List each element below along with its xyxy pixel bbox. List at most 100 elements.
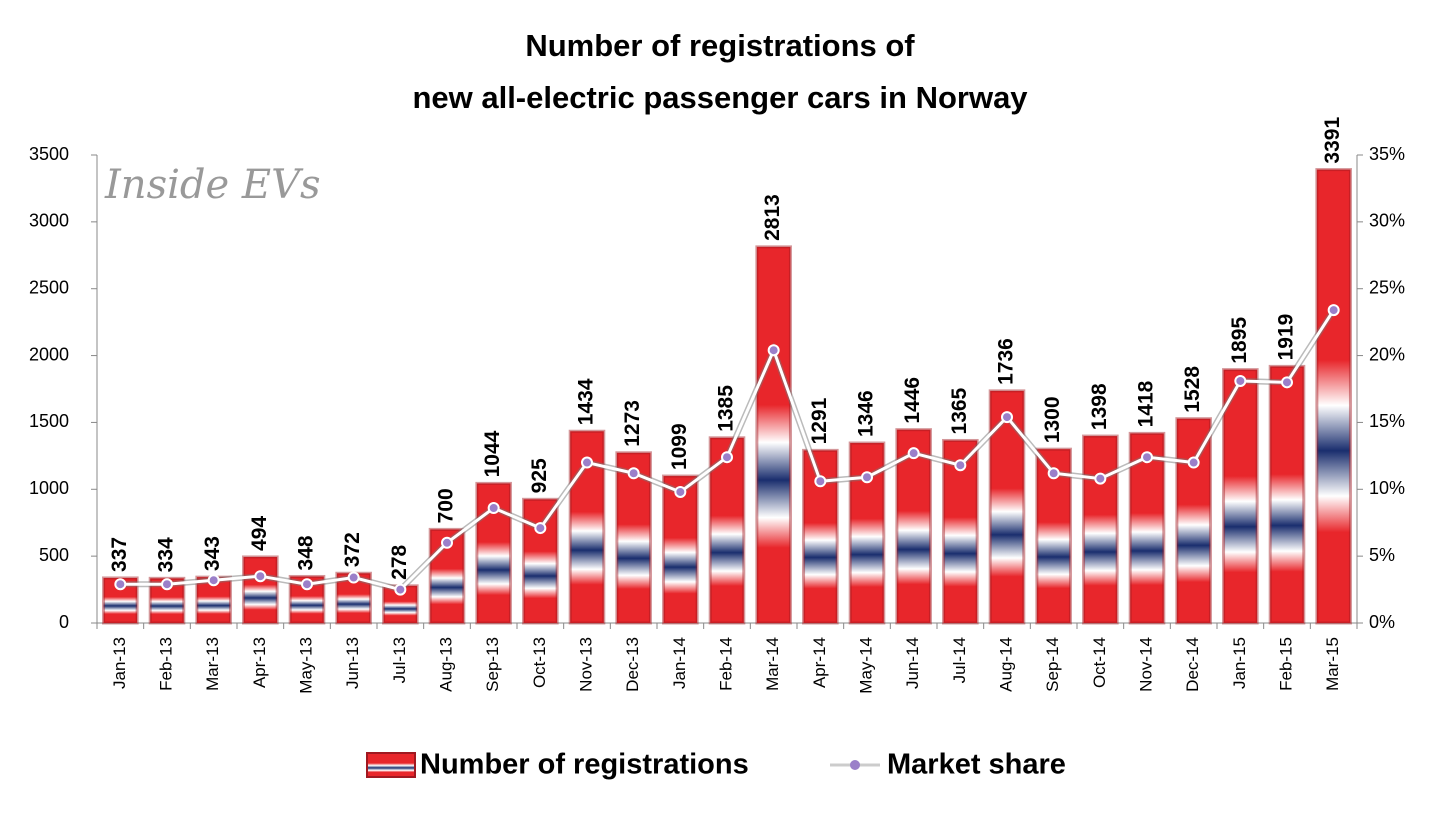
x-tick-label: May-14 bbox=[856, 637, 875, 694]
marker bbox=[814, 475, 827, 488]
bar bbox=[615, 451, 652, 625]
marker bbox=[1094, 472, 1107, 485]
x-tick-label: Apr-13 bbox=[250, 637, 269, 688]
x-tick-label: Jan-15 bbox=[1230, 637, 1249, 689]
value-label: 1446 bbox=[901, 377, 924, 424]
bar bbox=[662, 474, 699, 625]
x-tick-label: Aug-14 bbox=[996, 637, 1015, 692]
value-label: 348 bbox=[295, 535, 318, 570]
bar bbox=[755, 245, 792, 625]
marker bbox=[347, 571, 360, 584]
marker bbox=[301, 578, 313, 591]
bar bbox=[1175, 417, 1212, 625]
bar bbox=[1268, 364, 1306, 625]
value-label: 1346 bbox=[855, 390, 878, 437]
x-tick-label: Jul-13 bbox=[390, 637, 409, 683]
value-label: 1528 bbox=[1181, 366, 1204, 413]
value-label: 1418 bbox=[1135, 380, 1158, 427]
value-label: 3391 bbox=[1321, 117, 1344, 164]
x-tick-label: Nov-14 bbox=[1136, 637, 1155, 692]
legend-label: Number of registrations bbox=[420, 749, 749, 781]
y-tick-label: 3000 bbox=[29, 211, 69, 231]
marker bbox=[254, 570, 267, 583]
x-tick-label: Feb-14 bbox=[716, 637, 735, 691]
x-tick-label: Jun-13 bbox=[343, 637, 362, 689]
value-label: 494 bbox=[248, 516, 271, 551]
value-label: 334 bbox=[155, 537, 178, 572]
x-tick-label: Apr-14 bbox=[810, 637, 829, 688]
marker bbox=[1001, 411, 1013, 424]
chart-title: new all-electric passenger cars in Norwa… bbox=[412, 80, 1028, 115]
marker bbox=[1187, 456, 1200, 469]
y2-tick-label: 5% bbox=[1369, 545, 1395, 565]
bar bbox=[522, 497, 559, 625]
marker bbox=[534, 522, 547, 535]
y2-tick-label: 0% bbox=[1369, 612, 1395, 632]
x-tick-label: Jan-14 bbox=[670, 637, 689, 689]
y2-tick-label: 10% bbox=[1369, 478, 1405, 498]
marker bbox=[861, 471, 873, 484]
x-tick-label: Feb-15 bbox=[1276, 637, 1295, 691]
x-tick-label: Oct-14 bbox=[1090, 637, 1109, 688]
watermark: Inside EVs bbox=[104, 162, 321, 208]
marker bbox=[954, 459, 967, 472]
value-label: 1736 bbox=[995, 338, 1018, 385]
chart-title: Number of registrations of bbox=[525, 28, 915, 63]
x-tick-label: May-13 bbox=[296, 637, 315, 694]
marker bbox=[1141, 451, 1153, 464]
x-tick-label: Jun-14 bbox=[903, 637, 922, 689]
marker bbox=[1047, 467, 1060, 480]
value-label: 1099 bbox=[668, 423, 691, 470]
value-label: 1385 bbox=[715, 385, 738, 432]
y2-tick-label: 15% bbox=[1369, 411, 1405, 431]
y-tick-label: 1500 bbox=[29, 411, 69, 431]
bar bbox=[1222, 368, 1259, 625]
x-tick-label: Aug-13 bbox=[436, 637, 455, 692]
y-tick-label: 2500 bbox=[29, 277, 69, 297]
legend-marker bbox=[850, 760, 860, 770]
marker bbox=[1234, 374, 1247, 387]
y2-tick-label: 35% bbox=[1369, 144, 1405, 164]
x-tick-label: Mar-15 bbox=[1323, 637, 1342, 691]
value-label: 1291 bbox=[808, 397, 831, 444]
value-label: 1365 bbox=[948, 387, 971, 434]
value-label: 1919 bbox=[1275, 314, 1298, 361]
value-label: 1300 bbox=[1041, 396, 1064, 443]
x-tick-label: Sep-13 bbox=[483, 637, 502, 692]
x-tick-label: Feb-13 bbox=[156, 637, 175, 691]
x-tick-label: Jul-14 bbox=[950, 637, 969, 683]
marker bbox=[161, 578, 173, 591]
y2-tick-label: 20% bbox=[1369, 344, 1405, 364]
bar bbox=[1315, 168, 1352, 625]
marker bbox=[627, 467, 640, 480]
y-tick-label: 3500 bbox=[29, 144, 69, 164]
marker bbox=[114, 578, 127, 591]
value-label: 372 bbox=[341, 532, 364, 567]
y2-tick-label: 30% bbox=[1369, 211, 1405, 231]
marker bbox=[721, 451, 733, 464]
marker bbox=[441, 536, 453, 549]
marker bbox=[207, 574, 220, 587]
x-tick-label: Dec-13 bbox=[623, 637, 642, 692]
marker bbox=[1281, 376, 1293, 389]
marker bbox=[674, 485, 687, 498]
value-label: 278 bbox=[388, 544, 411, 579]
x-tick-label: Jan-13 bbox=[110, 637, 129, 689]
value-label: 343 bbox=[201, 536, 224, 571]
marker bbox=[1327, 304, 1340, 317]
y-tick-label: 0 bbox=[59, 612, 69, 632]
value-label: 925 bbox=[528, 458, 551, 493]
bar bbox=[242, 555, 279, 625]
bar bbox=[1082, 434, 1119, 625]
y-tick-label: 500 bbox=[39, 545, 69, 565]
value-label: 1895 bbox=[1228, 317, 1251, 364]
marker bbox=[767, 344, 780, 357]
y-tick-label: 1000 bbox=[29, 478, 69, 498]
legend-label: Market share bbox=[887, 749, 1066, 781]
x-tick-label: Sep-14 bbox=[1043, 637, 1062, 692]
value-label: 2813 bbox=[761, 194, 784, 241]
x-tick-label: Nov-13 bbox=[576, 637, 595, 692]
value-label: 1434 bbox=[575, 378, 598, 425]
marker bbox=[907, 447, 920, 460]
